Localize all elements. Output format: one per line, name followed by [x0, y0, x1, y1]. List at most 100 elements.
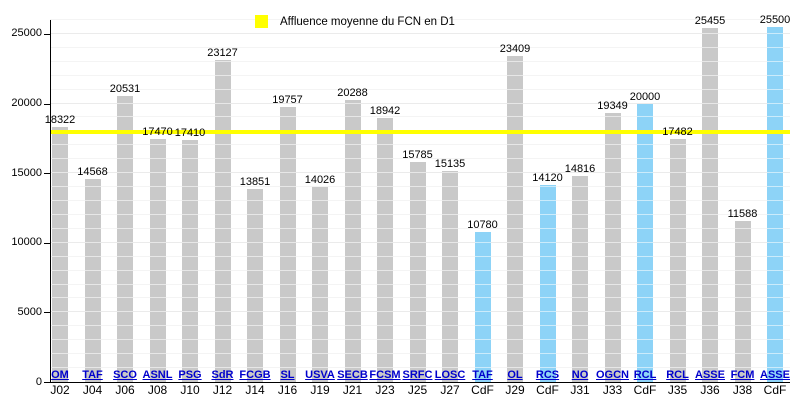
gridline-overlay	[50, 297, 790, 299]
opponent-link[interactable]: FCGB	[239, 369, 271, 381]
opponent-link[interactable]: NO	[571, 369, 589, 381]
opponent-link[interactable]: TAF	[472, 369, 493, 381]
gridline-overlay	[50, 200, 790, 201]
bar-value-label: 10780	[467, 219, 498, 231]
opponent-link[interactable]: SdR	[211, 369, 234, 381]
gridline-overlay	[50, 144, 790, 146]
y-axis-line	[50, 20, 51, 383]
matchday-label: J10	[180, 383, 200, 397]
matchday-label: J35	[667, 383, 688, 397]
bar	[572, 176, 588, 382]
bar	[182, 140, 198, 382]
bar	[279, 107, 296, 382]
y-axis-tick-label: 20000	[11, 97, 42, 110]
bar	[507, 56, 523, 382]
y-axis-tick-label: 15000	[11, 166, 42, 179]
matchday-label: J08	[147, 383, 168, 397]
opponent-link[interactable]: OL	[507, 369, 523, 381]
gridline-overlay	[50, 186, 790, 188]
matchday-label: J02	[50, 383, 70, 397]
x-axis-line	[50, 382, 790, 383]
opponent-link[interactable]: ASSE	[760, 369, 790, 381]
opponent-link[interactable]: SCO	[113, 369, 137, 381]
y-axis-tick	[44, 103, 50, 105]
matchday-label: J36	[700, 383, 720, 397]
matchday-label: J14	[245, 383, 265, 397]
gridline-overlay	[50, 60, 790, 62]
bar	[409, 162, 426, 382]
opponent-link[interactable]: PSG	[178, 369, 202, 381]
opponent-link[interactable]: FCM	[730, 369, 755, 381]
bar	[702, 28, 718, 382]
opponent-link[interactable]: SRFC	[402, 369, 433, 381]
gridline-overlay	[50, 172, 790, 174]
matchday-label: J29	[505, 383, 525, 397]
bar-value-label: 14026	[304, 174, 336, 186]
bar-value-label: 18942	[369, 105, 401, 117]
gridline-overlay	[50, 241, 790, 243]
opponent-link[interactable]: RCL	[666, 369, 689, 381]
y-axis-tick-label: 0	[35, 375, 42, 388]
gridline-overlay	[50, 19, 790, 20]
opponent-link[interactable]: SECB	[337, 369, 368, 381]
opponent-link[interactable]: LOSC	[434, 369, 466, 381]
bar	[84, 179, 101, 382]
bar-value-label: 14120	[532, 172, 563, 184]
opponent-link[interactable]: USVA	[305, 369, 335, 381]
bar-value-label: 18322	[44, 114, 76, 126]
legend-average-line-swatch	[255, 15, 268, 28]
bar	[442, 171, 458, 382]
bar-value-label: 14568	[77, 166, 108, 178]
y-axis-tick	[44, 33, 50, 35]
gridline-overlay	[50, 88, 790, 90]
bar-value-label: 15785	[402, 149, 433, 161]
bar-value-label: 15135	[434, 158, 466, 170]
matchday-label: J23	[375, 383, 395, 397]
opponent-link[interactable]: RCL	[633, 369, 657, 381]
opponent-link[interactable]: OM	[51, 369, 69, 381]
gridline-overlay	[50, 311, 790, 313]
bar-value-label: 17410	[174, 127, 206, 139]
opponent-link[interactable]: TAF	[82, 369, 103, 381]
bar-value-label: 20288	[337, 87, 368, 99]
matchday-label: J38	[732, 383, 753, 397]
gridline-overlay	[50, 325, 790, 327]
opponent-link[interactable]: ASNL	[142, 369, 173, 381]
plot-area: 18322 14568 20531 17470 17410 23127 13851 19757…	[45, 14, 790, 382]
opponent-link[interactable]: ASSE	[695, 369, 725, 381]
bar-value-label: 17482	[662, 126, 693, 138]
gridline-overlay	[50, 227, 790, 229]
opponent-link[interactable]: FCSM	[369, 369, 401, 381]
bar-value-label: 25455	[694, 15, 726, 27]
bar-value-label: 19349	[597, 100, 628, 112]
gridline-overlay	[50, 102, 790, 104]
bar-value-label: 11588	[727, 208, 758, 220]
matchday-label: CdF	[471, 383, 494, 397]
matchday-label: J25	[407, 383, 428, 397]
y-axis-tick	[44, 312, 50, 314]
bar-value-label: 17470	[142, 126, 173, 138]
y-axis-tick	[44, 382, 50, 383]
gridline-overlay	[50, 46, 790, 48]
matchday-label: J31	[570, 383, 590, 397]
gridline-overlay	[50, 255, 790, 257]
legend-label: Affluence moyenne du FCN en D1	[280, 15, 455, 28]
opponent-link[interactable]: RCS	[535, 369, 560, 381]
gridline-overlay	[50, 269, 790, 271]
bar	[377, 118, 393, 382]
opponent-link[interactable]: SL	[280, 369, 295, 381]
gridline-overlay	[50, 353, 790, 355]
bar-value-label: 19757	[272, 94, 303, 106]
gridline-overlay	[50, 339, 790, 341]
y-axis-tick-label: 5000	[17, 305, 42, 318]
bar	[149, 139, 166, 382]
matchday-label: CdF	[763, 383, 787, 397]
opponent-link[interactable]: OGCN	[596, 369, 629, 381]
bar-value-label: 23409	[499, 43, 531, 55]
gridline-overlay	[50, 32, 790, 34]
bar-value-label: 14816	[564, 163, 596, 175]
matchday-label: J19	[310, 383, 330, 397]
y-axis-tick-label: 25000	[11, 27, 42, 40]
matchday-label: J33	[602, 383, 623, 397]
